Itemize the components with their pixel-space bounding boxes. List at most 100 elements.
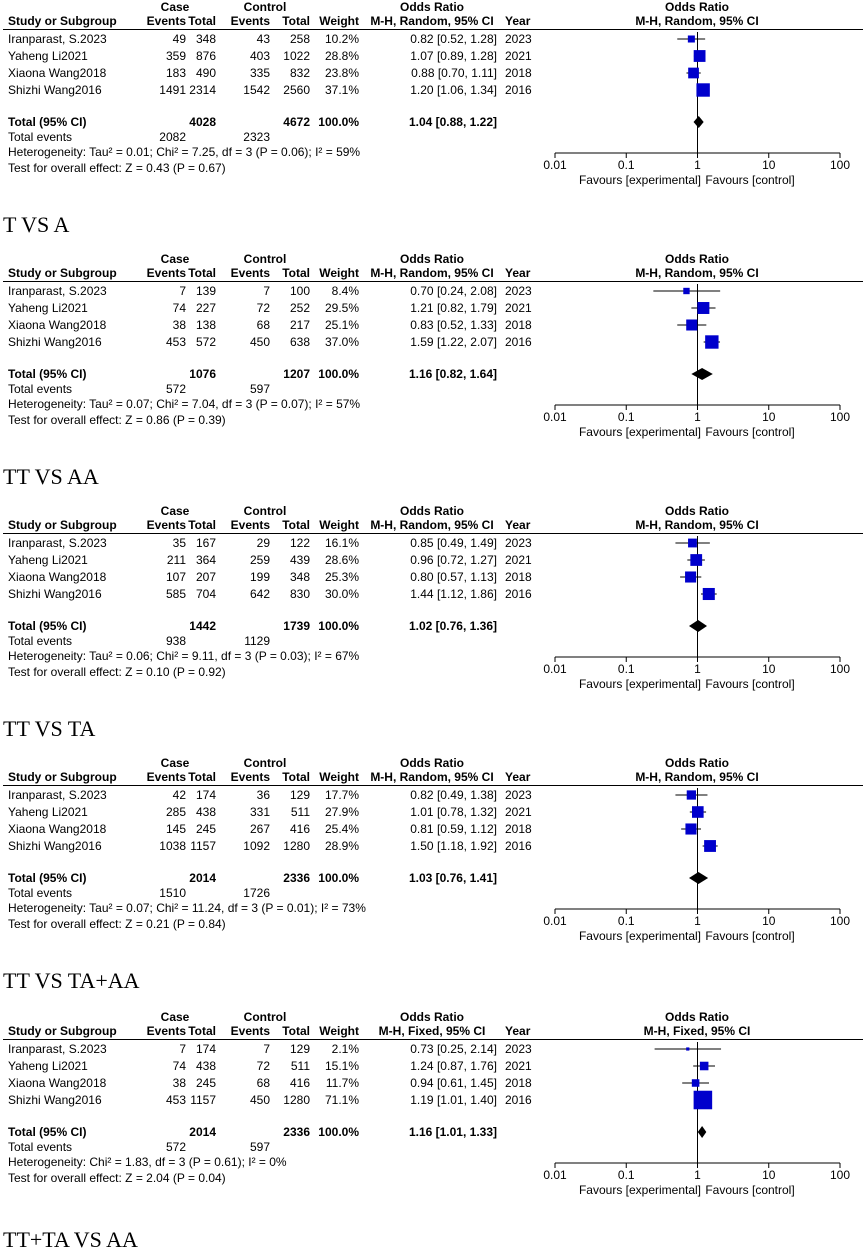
comparison-caption: T VS A [3, 212, 70, 237]
comparison-caption: TT+TA VS AA [3, 1227, 138, 1252]
case-events-value: 453 [165, 1093, 186, 1107]
heterogeneity-text: Heterogeneity: Chi² = 1.83, df = 3 (P = … [8, 1155, 287, 1169]
weight-value: 15.1% [324, 1059, 359, 1073]
study-point [693, 1090, 713, 1110]
weight-value: 28.9% [324, 839, 359, 853]
control-events-value: 72 [256, 301, 270, 315]
forest-plot-svg [554, 788, 841, 914]
study-name: Iranparast, S.2023 [8, 1042, 107, 1056]
case-total-header: Total [188, 266, 216, 280]
method-header: M-H, Random, 95% CI [370, 518, 494, 532]
case-events-value: 183 [165, 66, 186, 80]
year-value: 2021 [505, 301, 532, 315]
study-point [688, 538, 697, 548]
control-events-value: 1542 [243, 83, 270, 97]
weight-value: 25.1% [324, 318, 359, 332]
weight-value: 27.9% [324, 805, 359, 819]
year-value: 2016 [505, 839, 532, 853]
header-rule [3, 29, 863, 30]
total-control-events: 2323 [243, 130, 270, 144]
control-group-header: Control [243, 252, 287, 266]
control-events-header: Events [230, 14, 270, 28]
odds-ratio-value: 0.73 [0.25, 2.14] [410, 1042, 497, 1056]
control-total-header: Total [282, 1024, 310, 1038]
study-name: Yaheng Li2021 [8, 805, 88, 819]
control-total-value: 1022 [283, 49, 310, 63]
case-events-header: Events [146, 770, 186, 784]
case-total-value: 490 [195, 66, 216, 80]
control-events-value: 259 [249, 553, 270, 567]
case-events-value: 145 [165, 822, 186, 836]
method-header: M-H, Random, 95% CI [370, 14, 494, 28]
case-events-value: 38 [172, 318, 186, 332]
case-group-header: Case [160, 1010, 190, 1024]
heterogeneity-text: Heterogeneity: Tau² = 0.07; Chi² = 7.04,… [8, 397, 361, 411]
study-point [685, 571, 697, 583]
control-events-value: 331 [249, 805, 270, 819]
control-group-header: Control [243, 0, 287, 14]
study-point [686, 1047, 690, 1051]
odds-ratio-plot-header: Odds Ratio [664, 504, 729, 518]
study-name: Shizhi Wang2016 [8, 839, 102, 853]
control-total-value: 832 [289, 66, 310, 80]
control-events-value: 68 [256, 318, 270, 332]
case-total-value: 174 [195, 788, 216, 802]
weight-value: 25.3% [324, 570, 359, 584]
case-events-value: 35 [172, 536, 186, 550]
control-events-header: Events [230, 770, 270, 784]
study-name: Shizhi Wang2016 [8, 587, 102, 601]
control-events-value: 68 [256, 1076, 270, 1090]
x-tick-label: 10 [762, 1168, 776, 1182]
study-point [688, 67, 699, 79]
year-value: 2016 [505, 83, 532, 97]
x-tick-label: 1 [694, 914, 701, 928]
case-events-header: Events [146, 14, 186, 28]
control-events-value: 7 [263, 1042, 270, 1056]
weight-value: 28.6% [324, 553, 359, 567]
control-events-value: 72 [256, 1059, 270, 1073]
header-rule [3, 281, 863, 282]
case-group-header: Case [160, 252, 190, 266]
study-name: Xiaona Wang2018 [8, 66, 107, 80]
forest-plot-svg [554, 1042, 841, 1168]
control-total-value: 511 [290, 805, 310, 819]
case-total-value: 876 [195, 49, 216, 63]
study-name: Xiaona Wang2018 [8, 1076, 107, 1090]
study-name: Iranparast, S.2023 [8, 32, 107, 46]
method-header: M-H, Random, 95% CI [370, 770, 494, 784]
x-tick-label: 0.01 [543, 158, 567, 172]
study-point [693, 50, 706, 62]
overall-effect-text: Test for overall effect: Z = 0.10 (P = 0… [8, 665, 226, 679]
case-events-value: 42 [172, 788, 186, 802]
total-control-count: 2336 [283, 871, 310, 885]
heterogeneity-text: Heterogeneity: Tau² = 0.07; Chi² = 11.24… [8, 901, 366, 915]
pooled-estimate-diamond [689, 872, 709, 884]
case-events-header: Events [146, 518, 186, 532]
pooled-estimate-diamond [689, 620, 708, 632]
odds-ratio-value: 1.21 [0.82, 1.79] [410, 301, 497, 315]
case-total-header: Total [188, 518, 216, 532]
favours-experimental-label: Favours [experimental] [578, 1183, 702, 1197]
control-total-value: 217 [289, 318, 310, 332]
header-rule [3, 785, 863, 786]
heterogeneity-text: Heterogeneity: Tau² = 0.06; Chi² = 9.11,… [8, 649, 360, 663]
odds-ratio-plot-header: Odds Ratio [664, 0, 729, 14]
weight-value: 25.4% [324, 822, 359, 836]
year-value: 2023 [505, 32, 532, 46]
method-header: M-H, Fixed, 95% CI [378, 1024, 486, 1038]
study-point [696, 83, 710, 97]
total-label: Total (95% CI) [8, 619, 87, 633]
case-total-value: 438 [195, 805, 216, 819]
control-total-value: 2560 [283, 83, 310, 97]
control-events-value: 267 [249, 822, 270, 836]
year-value: 2021 [505, 805, 532, 819]
weight-header: Weight [319, 1024, 359, 1038]
study-name: Iranparast, S.2023 [8, 284, 107, 298]
case-events-value: 38 [172, 1076, 186, 1090]
study-point [704, 840, 716, 852]
pooled-estimate-diamond [693, 116, 704, 128]
overall-effect-text: Test for overall effect: Z = 0.21 (P = 0… [8, 917, 226, 931]
odds-ratio-value: 0.81 [0.59, 1.12] [410, 822, 497, 836]
year-value: 2023 [505, 1042, 532, 1056]
control-events-value: 7 [263, 284, 270, 298]
